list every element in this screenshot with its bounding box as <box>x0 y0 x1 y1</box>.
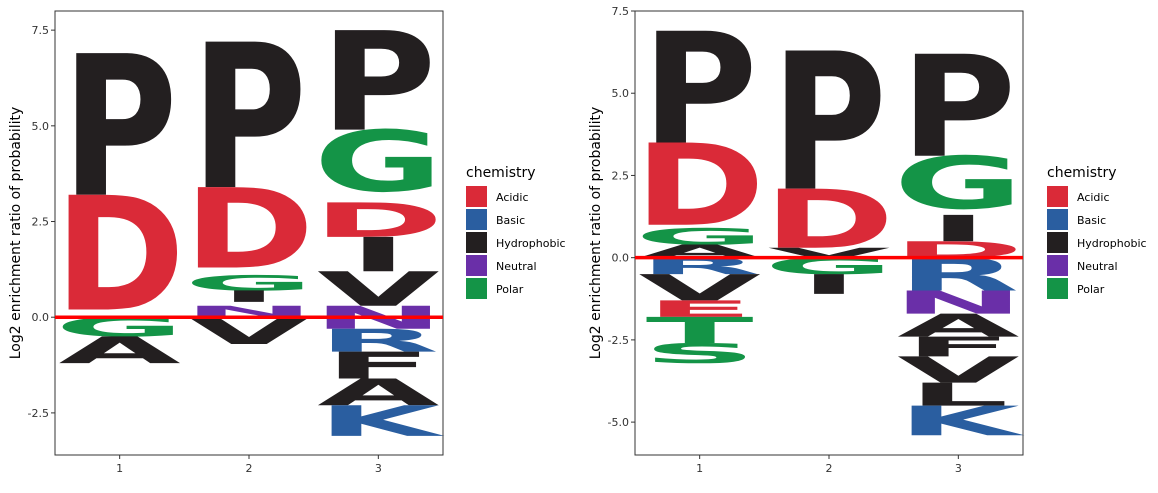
logo-letter-V-pos3: V <box>317 262 439 317</box>
logo-letter-D-pos3: D <box>313 193 444 248</box>
logo-letter-G-pos3: G <box>893 141 1023 225</box>
logo-letter-I-pos2: I <box>800 269 859 301</box>
logo-letter-P-pos2: P <box>191 3 307 235</box>
legend-key-neutral <box>466 255 487 276</box>
legend-key-hydrophobic <box>1047 232 1068 253</box>
y-tick-label: 7.5 <box>32 24 50 37</box>
logo-letter-V-pos1: V <box>638 267 761 309</box>
legend-label-neutral: Neutral <box>496 260 537 273</box>
logo-letter-R-pos3: R <box>317 322 439 359</box>
x-tick-label: 3 <box>375 462 382 475</box>
logo-letter-T-pos1: T <box>646 310 754 352</box>
y-axis-title: Log2 enrichment ratio of probability <box>588 107 604 360</box>
legend-label-hydrophobic: Hydrophobic <box>1077 237 1147 250</box>
logo-letter-P-pos2: P <box>771 14 887 234</box>
logo-letter-A-pos3: A <box>897 307 1019 344</box>
legend-key-basic <box>1047 209 1068 230</box>
x-tick-label: 2 <box>246 462 253 475</box>
logo-letter-N-pos3: N <box>892 284 1024 321</box>
logo-letter-I-pos3: I <box>349 228 408 283</box>
legend-label-basic: Basic <box>1077 214 1106 227</box>
legend-title: chemistry <box>466 165 536 181</box>
legend-key-polar <box>466 278 487 299</box>
y-tick-label: -2.5 <box>28 407 49 420</box>
chemistry-legend: chemistry Acidic Basic Hydrophobic Neutral Po… <box>466 165 566 299</box>
legend-label-acidic: Acidic <box>1077 191 1110 204</box>
y-tick-label: 5.0 <box>32 120 50 133</box>
logo-letter-F-pos3: F <box>324 344 432 387</box>
y-tick-label: -5.0 <box>608 416 629 429</box>
x-tick-label: 2 <box>826 462 833 475</box>
logo-letter-A-pos3: A <box>317 371 440 414</box>
legend-key-hydrophobic <box>466 232 487 253</box>
logo-letter-P-pos3: P <box>320 3 436 162</box>
logo-letter-F-pos3: F <box>904 331 1012 363</box>
legend-label-polar: Polar <box>496 283 524 296</box>
legend-label-polar: Polar <box>1077 283 1105 296</box>
logo-letter-G-pos1: G <box>635 224 765 250</box>
y-tick-label: 2.5 <box>32 216 50 229</box>
y-tick-label: 2.5 <box>612 169 630 182</box>
chemistry-legend: chemistry Acidic Basic Hydrophobic Neutral Po… <box>1047 165 1147 299</box>
legend-key-basic <box>466 209 487 230</box>
logo-letter-D-pos1: D <box>634 121 765 252</box>
logo-letter-K-pos3: K <box>317 397 445 446</box>
legend-label-neutral: Neutral <box>1077 260 1118 273</box>
logo-letter-D-pos2: D <box>763 172 894 267</box>
logo-letter-K-pos3: K <box>897 398 1024 445</box>
logo-letter-E-pos1: E <box>646 296 754 322</box>
logo-letter-I-pos3: I <box>929 208 988 250</box>
y-tick-label: 0.0 <box>612 252 630 265</box>
legend-key-acidic <box>1047 186 1068 207</box>
logo-letter-P-pos3: P <box>900 26 1016 189</box>
y-tick-label: 0.0 <box>32 311 50 324</box>
logo-letter-S-pos1: S <box>643 338 757 370</box>
y-tick-label: 7.5 <box>612 5 630 18</box>
logo-letter-P-pos1: P <box>62 15 178 241</box>
legend-key-neutral <box>1047 255 1068 276</box>
x-tick-label: 3 <box>955 462 962 475</box>
logo-letter-G-pos3: G <box>313 113 443 211</box>
legend-label-acidic: Acidic <box>496 191 529 204</box>
logo-letter-I-pos2: I <box>220 287 279 305</box>
logo-letter-P-pos1: P <box>642 0 758 179</box>
x-tick-label: 1 <box>116 462 123 475</box>
logo-letter-L-pos3: L <box>908 376 1009 413</box>
logo-letter-A-pos1: A <box>58 329 181 372</box>
legend-key-polar <box>1047 278 1068 299</box>
logo-chart-right: PDGARVETSPDVGIPGIDRNAFVLK-5.0-2.50.02.55… <box>588 0 1147 475</box>
y-tick-label: -2.5 <box>608 334 629 347</box>
legend-label-hydrophobic: Hydrophobic <box>496 237 566 250</box>
y-tick-label: 5.0 <box>612 87 630 100</box>
logo-letter-G-pos2: G <box>184 271 314 296</box>
logo-letter-V-pos3: V <box>897 350 1020 392</box>
y-axis-title: Log2 enrichment ratio of probability <box>8 107 24 360</box>
legend-title: chemistry <box>1047 165 1117 181</box>
x-tick-label: 1 <box>696 462 703 475</box>
logo-letter-D-pos2: D <box>183 166 314 294</box>
legend-key-acidic <box>466 186 487 207</box>
legend-label-basic: Basic <box>496 214 525 227</box>
